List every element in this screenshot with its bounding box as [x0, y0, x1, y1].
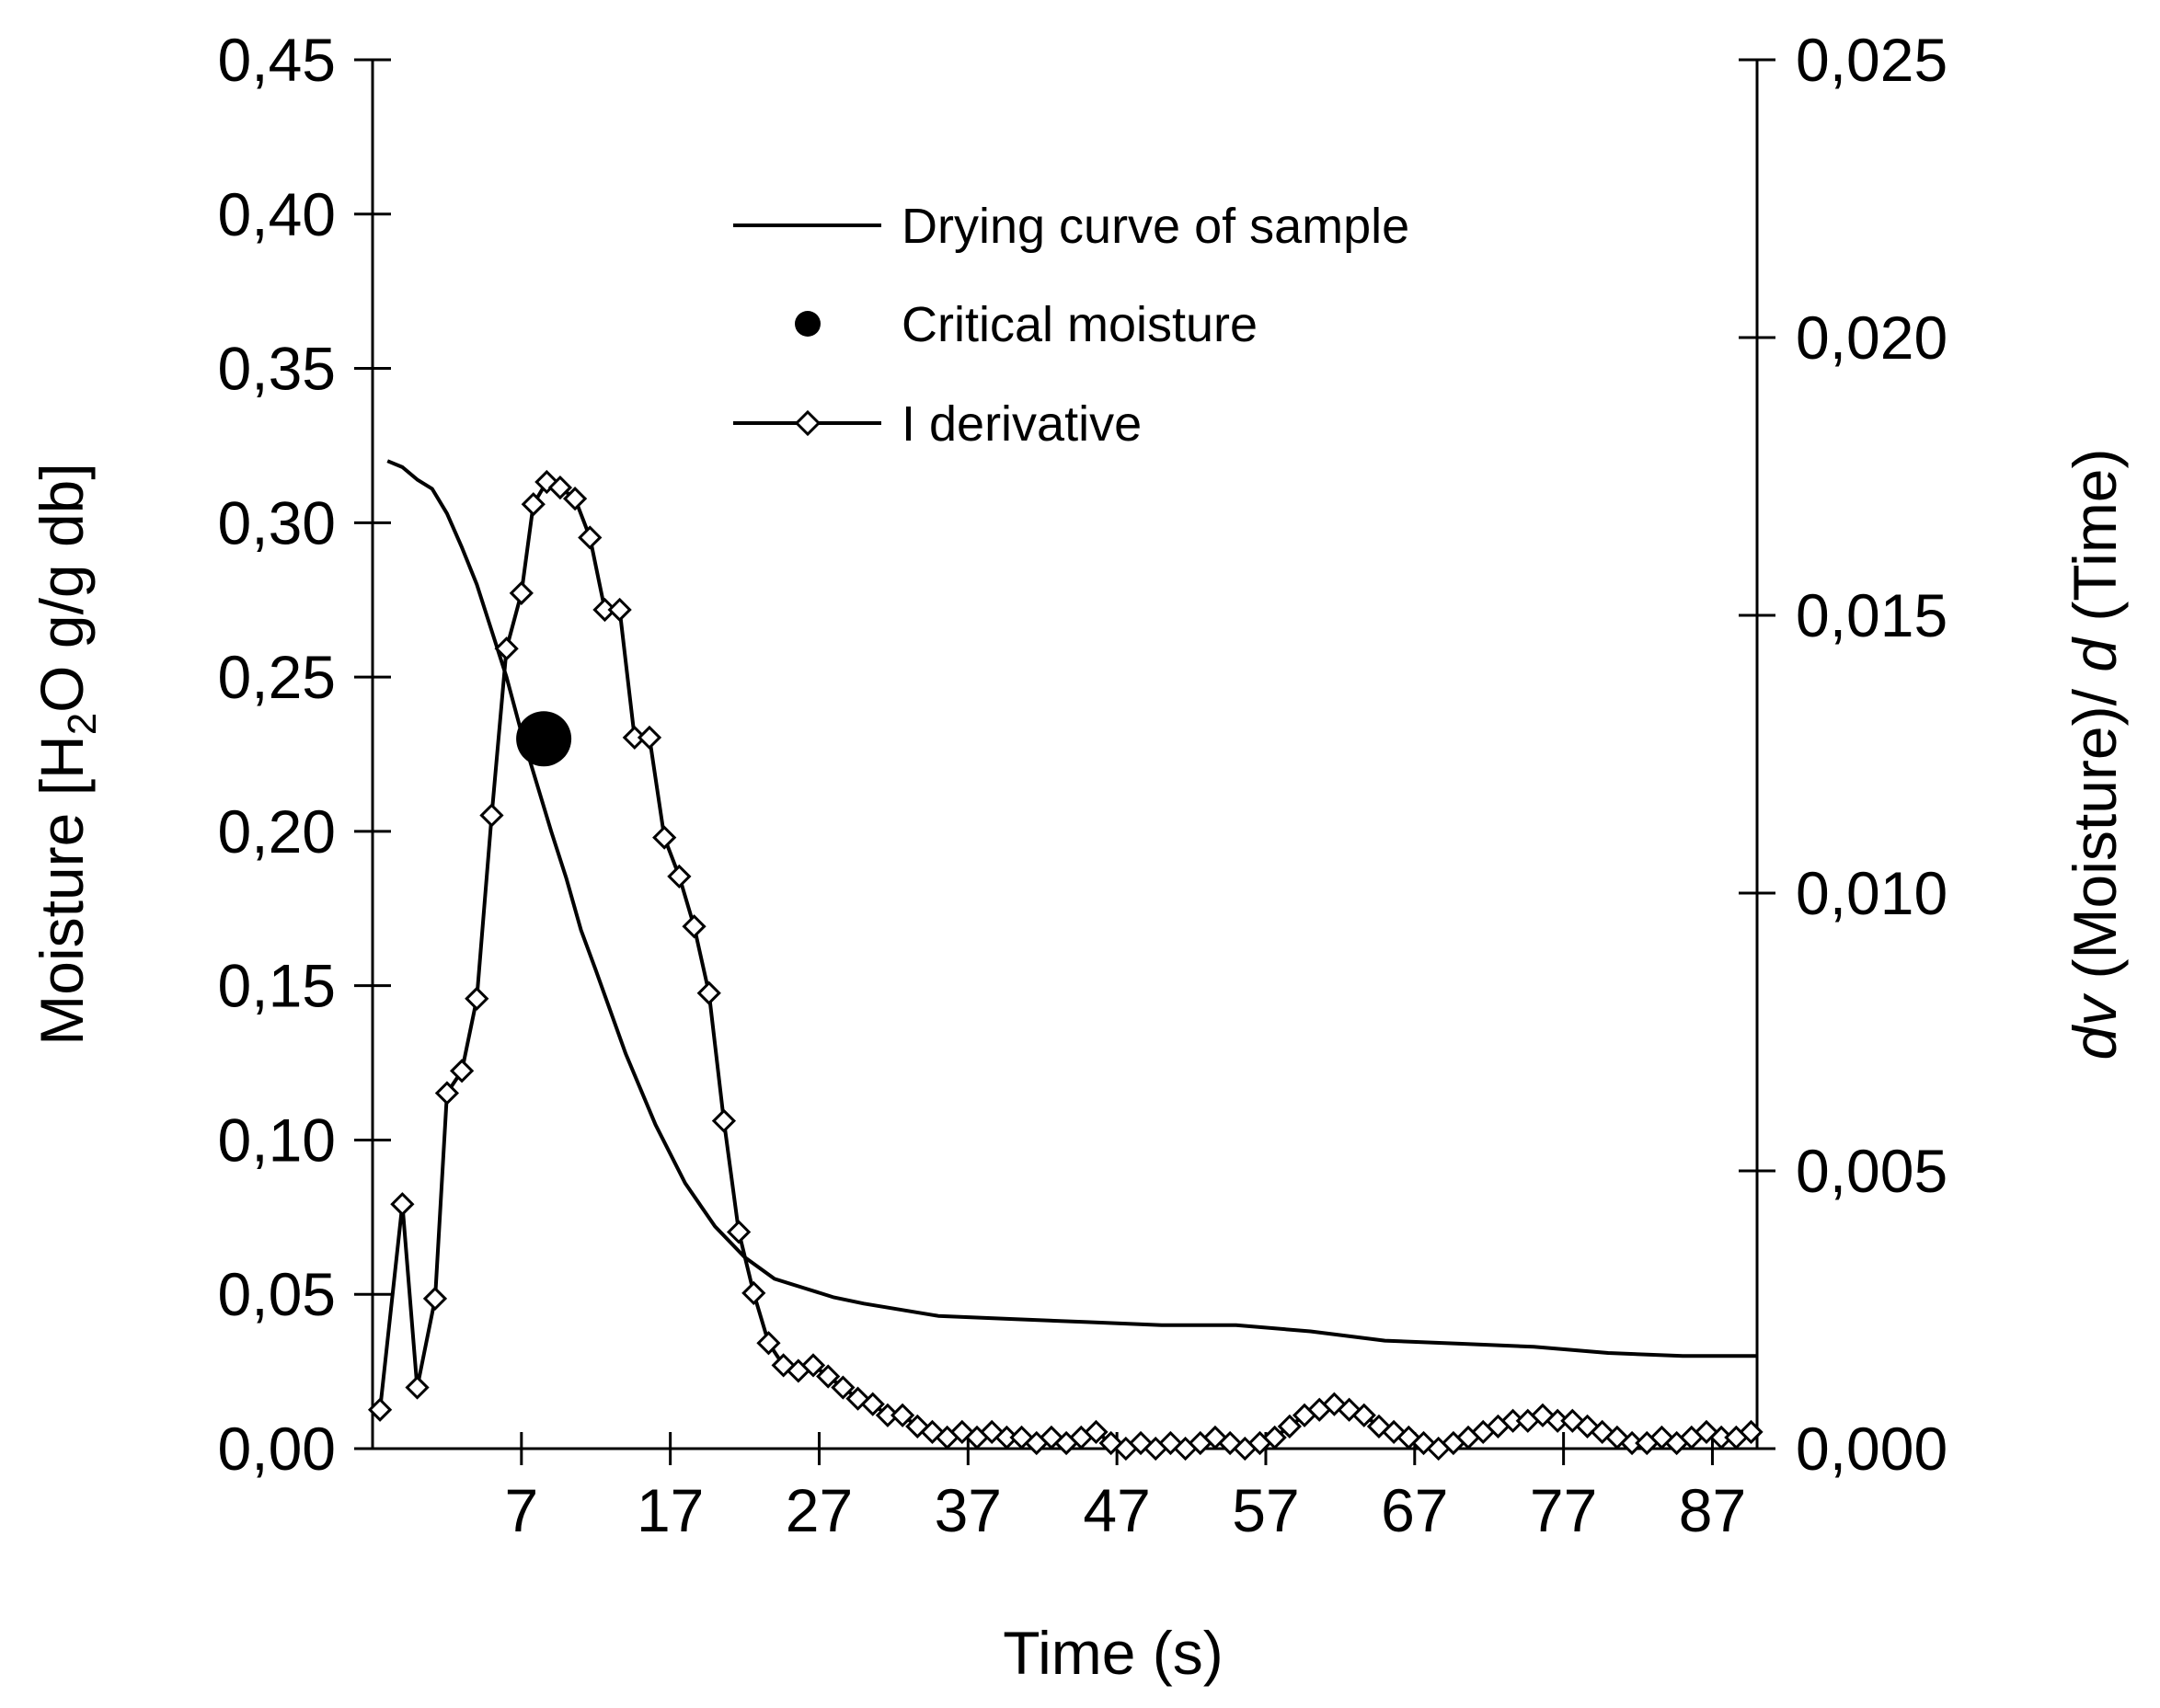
- y2-tick-label: 0,020: [1796, 304, 1947, 372]
- derivative-point: [405, 1375, 430, 1400]
- derivative-point: [479, 803, 504, 828]
- derivative-point: [741, 1280, 766, 1306]
- y-tick-label: 0,40: [218, 180, 336, 248]
- y2-tick-label: 0,010: [1796, 859, 1947, 927]
- derivative-point: [1739, 1419, 1764, 1445]
- legend-critical-marker: [795, 311, 821, 337]
- legend-drying-label: Drying curve of sample: [902, 199, 1409, 254]
- y-axis-title-right: dv (Moisture)/ d (Time): [2061, 449, 2129, 1060]
- derivative-point: [434, 1081, 460, 1106]
- y-ticks-left: 0,00 0,05 0,10 0,15 0,20 0,25 0,30 0,35 0,40 0,45: [218, 26, 391, 1483]
- derivative-point: [1366, 1414, 1392, 1439]
- derivative-point: [1202, 1425, 1228, 1450]
- critical-moisture-point: [516, 711, 572, 767]
- derivative-point: [696, 980, 721, 1005]
- derivative-point: [367, 1397, 393, 1422]
- derivative-point: [1098, 1430, 1123, 1456]
- derivative-point: [816, 1364, 841, 1389]
- derivative-point: [494, 636, 519, 661]
- series-line-2: [378, 480, 1752, 1450]
- y-axis-title-main: Moisture [H: [28, 735, 96, 1045]
- legend-derivative-marker: [794, 409, 821, 437]
- derivative-point: [547, 475, 573, 500]
- x-tick-label: 17: [637, 1476, 704, 1544]
- derivative-point: [521, 492, 546, 517]
- y2-tick-label: 0,025: [1796, 26, 1947, 94]
- derivative-point: [1262, 1425, 1287, 1450]
- derivative-point: [534, 469, 559, 495]
- x-tick-label: 37: [935, 1476, 1002, 1544]
- derivative-point: [890, 1403, 915, 1427]
- y-tick-label: 0,10: [218, 1106, 336, 1174]
- derivative-point: [1382, 1419, 1407, 1445]
- derivative-point: [1351, 1403, 1376, 1427]
- derivative-point: [1530, 1403, 1556, 1427]
- y2-tick-label: 0,015: [1796, 581, 1947, 649]
- x-ticks: 7 17 27 37 47 57 67 77 87: [504, 1432, 1746, 1544]
- derivative-point: [831, 1375, 856, 1400]
- derivative-point: [800, 1353, 826, 1378]
- legend-critical-label: Critical moisture: [902, 297, 1258, 352]
- x-tick-label: 77: [1530, 1476, 1597, 1544]
- derivative-point: [449, 1059, 475, 1083]
- derivative-point: [711, 1108, 737, 1133]
- derivative-point: [667, 864, 692, 889]
- y2-tick-label: 0,000: [1796, 1415, 1947, 1483]
- derivative-point: [1084, 1419, 1109, 1445]
- derivative-point: [682, 914, 707, 939]
- x-tick-label: 87: [1679, 1476, 1746, 1544]
- y-ticks-right: 0,000 0,005 0,010 0,015 0,020 0,025: [1739, 26, 1947, 1483]
- derivative-point: [949, 1419, 974, 1445]
- y-tick-label: 0,20: [218, 797, 336, 865]
- derivative-point: [465, 986, 489, 1011]
- y-tick-label: 0,00: [218, 1415, 336, 1483]
- y2-tick-label: 0,005: [1796, 1137, 1947, 1205]
- derivative-point: [390, 1192, 415, 1217]
- derivative-point: [578, 525, 603, 550]
- series-layer: [367, 459, 1764, 1462]
- x-tick-label: 7: [504, 1476, 538, 1544]
- derivative-point: [860, 1392, 885, 1416]
- legend: Drying curve of sample Critical moisture…: [733, 199, 1409, 452]
- y-axis-title-rest: O g/g db]: [28, 463, 96, 713]
- y-tick-label: 0,05: [218, 1260, 336, 1328]
- derivative-point: [607, 597, 632, 623]
- legend-derivative-label: I derivative: [902, 396, 1142, 452]
- derivative-point: [726, 1220, 752, 1244]
- derivative-point: [1411, 1430, 1436, 1456]
- derivative-point: [1039, 1425, 1064, 1450]
- y-axis-title-left: Moisture [H2O g/g db]: [28, 463, 105, 1045]
- plot-area: 7 17 27 37 47 57 67 77 87 0,000,050,100,150,200,…: [218, 26, 1948, 1544]
- x-tick-label: 27: [786, 1476, 853, 1544]
- derivative-point: [1575, 1414, 1600, 1439]
- y2-title-d: d: [2061, 636, 2129, 672]
- y-tick-label: 0,30: [218, 488, 336, 556]
- y2-title-rest: (Time): [2061, 449, 2129, 639]
- series-line-0: [386, 459, 1757, 1358]
- y-tick-label: 0,35: [218, 335, 336, 403]
- derivative-point: [1322, 1392, 1347, 1416]
- x-tick-label: 47: [1083, 1476, 1150, 1544]
- derivative-point: [637, 725, 662, 751]
- y-axis-title-subscript: 2: [60, 713, 105, 735]
- y-tick-label: 0,15: [218, 952, 336, 1020]
- x-tick-label: 57: [1232, 1476, 1299, 1544]
- y2-title-mid: (Moisture)/: [2061, 672, 2129, 996]
- y-tick-label: 0,45: [218, 26, 336, 94]
- derivative-point: [1158, 1430, 1183, 1456]
- derivative-point: [652, 825, 677, 850]
- derivative-point: [756, 1331, 781, 1356]
- derivative-point: [1694, 1419, 1719, 1445]
- derivative-point: [1590, 1419, 1614, 1445]
- derivative-point: [509, 580, 534, 605]
- x-axis-title: Time (s): [1003, 1619, 1224, 1687]
- y2-title-dv: dv: [2061, 992, 2129, 1060]
- derivative-point: [1277, 1414, 1302, 1439]
- derivative-point: [1218, 1430, 1243, 1456]
- derivative-point: [562, 487, 588, 511]
- y-tick-label: 0,25: [218, 643, 336, 711]
- x-tick-label: 67: [1381, 1476, 1448, 1544]
- derivative-point: [422, 1286, 448, 1312]
